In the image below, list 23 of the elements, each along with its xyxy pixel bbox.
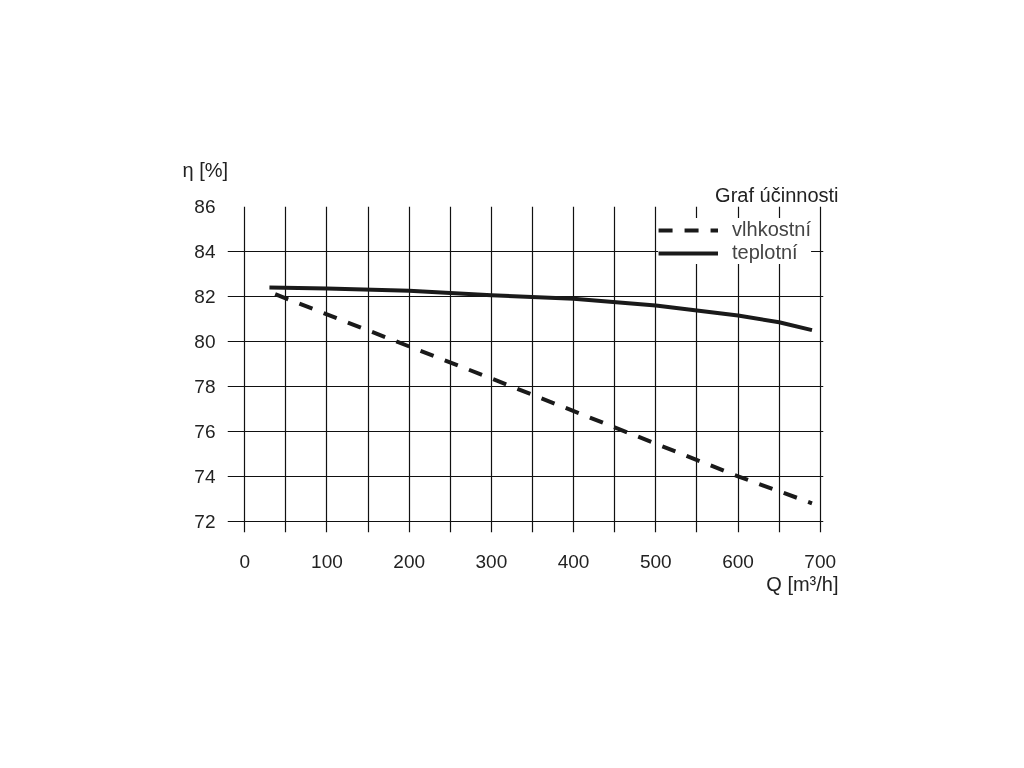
y-tick-label: 78	[194, 375, 216, 397]
legend-label: vlhkostní	[732, 218, 811, 241]
y-tick-label: 82	[194, 285, 216, 307]
x-axis-title: Q [m³/h]	[766, 572, 839, 595]
x-tick-label: 100	[311, 550, 343, 572]
y-tick-label: 74	[194, 465, 216, 487]
y-tick-label: 86	[194, 196, 216, 217]
y-tick-label: 72	[194, 510, 216, 532]
x-tick-label: 300	[475, 550, 508, 572]
line-series	[267, 285, 814, 333]
legend-label: teplotní	[732, 241, 798, 264]
y-tick-label: 84	[194, 240, 216, 262]
y-tick-label: 80	[194, 330, 216, 352]
y-axis-title: η [%]	[182, 158, 229, 181]
y-tick-label: 76	[194, 420, 216, 442]
x-tick-label: 700	[804, 550, 837, 572]
chart-title: Graf účinnosti	[715, 183, 839, 206]
x-tick-label: 200	[393, 550, 426, 572]
x-tick-label: 500	[639, 550, 672, 572]
x-tick-label: 600	[722, 550, 754, 572]
x-tick-label: 0	[239, 550, 251, 572]
x-tick-label: 400	[557, 550, 590, 572]
line-series	[273, 292, 814, 506]
